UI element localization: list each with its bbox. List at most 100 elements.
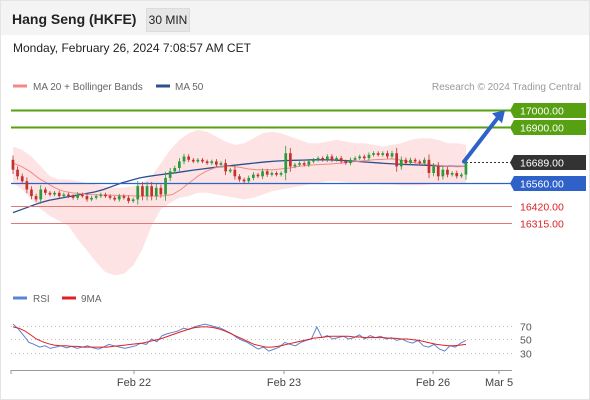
level-label-17000.00: 17000.00 <box>520 106 564 118</box>
candle-body <box>265 171 269 175</box>
candles-layer <box>11 145 468 205</box>
level-label-16689.00: 16689.00 <box>520 158 564 170</box>
level-label-16420.00: 16420.00 <box>520 202 564 214</box>
candle-body <box>418 161 422 164</box>
candle-body <box>358 156 361 159</box>
candle-body <box>81 194 84 197</box>
x-label-Feb-26: Feb 26 <box>416 377 450 389</box>
candle-body <box>362 156 366 159</box>
candle-body <box>390 153 394 157</box>
candle-body <box>284 153 288 173</box>
candle-body <box>455 173 459 177</box>
credit-label: Research © 2024 Trading Central <box>432 82 581 93</box>
candle-body <box>187 156 190 160</box>
candle-body <box>423 159 426 164</box>
interval-button[interactable]: 30 MIN <box>146 8 190 32</box>
x-label-Feb-23: Feb 23 <box>267 377 301 389</box>
candle-body <box>344 161 348 164</box>
candle-body <box>381 153 385 155</box>
candle-body <box>279 173 283 175</box>
rsi-tick-50: 50 <box>520 335 532 347</box>
candle-body <box>275 173 278 175</box>
candle-body <box>173 168 177 172</box>
candle-body <box>233 169 237 177</box>
candle-body <box>117 196 121 200</box>
candle-body <box>62 194 66 197</box>
candle-body <box>136 186 140 200</box>
price-labels-layer: 17000.00 16900.00 16689.00 16560.00 16420.00… <box>510 103 586 231</box>
level-label-16560.00: 16560.00 <box>520 179 564 191</box>
candle-body <box>122 196 126 198</box>
candle-body <box>247 177 251 182</box>
x-label-Feb-22: Feb 22 <box>117 377 151 389</box>
level-label-pointer-16689.00 <box>510 155 514 170</box>
instrument-title: Hang Seng (HKFE) <box>12 11 137 27</box>
level-label-pointer-16560.00 <box>510 176 514 191</box>
ma50-legend-label: MA 50 <box>175 82 204 93</box>
rsi-tick-30: 30 <box>520 349 532 361</box>
candle-body <box>242 179 246 182</box>
level-label-box-17000.00 <box>514 103 586 118</box>
level-label-pointer-16900.00 <box>510 120 514 135</box>
candle-body <box>219 163 223 165</box>
candle-body <box>71 196 75 198</box>
forecast-arrow-head <box>492 110 505 124</box>
candle-body <box>293 164 297 167</box>
rsi-ma-line <box>12 326 467 348</box>
x-label-Mar-5: Mar 5 <box>485 377 513 389</box>
candle-body <box>164 177 167 195</box>
candle-body <box>113 197 116 200</box>
candle-body <box>404 159 408 164</box>
candle-body <box>104 194 107 197</box>
candle-body <box>270 173 274 175</box>
candle-body <box>349 159 352 164</box>
candle-body <box>30 189 33 197</box>
candle-body <box>224 163 227 172</box>
rsi-tick-70: 70 <box>520 322 532 334</box>
candle-body <box>131 199 135 202</box>
level-label-16315.00: 16315.00 <box>520 219 564 231</box>
candle-body <box>302 163 306 165</box>
candle-body <box>409 159 412 164</box>
candle-body <box>85 196 89 200</box>
candle-body <box>436 166 440 177</box>
candle-body <box>460 174 463 177</box>
candle-body <box>432 166 435 173</box>
candle-body <box>376 153 380 155</box>
candle-body <box>210 161 214 164</box>
rsi-legend-swatch <box>13 296 27 300</box>
candle-body <box>178 161 181 168</box>
candle-body <box>108 196 112 198</box>
candle-body <box>307 161 311 165</box>
candle-body <box>215 161 218 165</box>
candle-body <box>386 153 389 157</box>
candle-body <box>205 161 209 164</box>
ma20-line <box>12 158 467 197</box>
moving-average-layer <box>12 158 467 214</box>
candle-body <box>168 171 172 178</box>
candle-body <box>141 186 144 197</box>
candle-body <box>39 189 43 200</box>
chart-datetime: Monday, February 26, 2024 7:08:57 AM CET <box>13 41 251 55</box>
candle-body <box>399 159 403 167</box>
candle-body <box>145 186 149 197</box>
candle-body <box>289 153 292 167</box>
level-label-box-16689.00 <box>514 155 586 170</box>
candle-body <box>154 187 158 197</box>
candle-body <box>413 159 417 162</box>
bollinger-layer <box>13 130 466 276</box>
ma20-legend-label: MA 20 + Bollinger Bands <box>33 82 143 93</box>
candle-body <box>94 196 98 198</box>
candle-body <box>372 153 375 155</box>
level-label-box-16560.00 <box>514 176 586 191</box>
candle-body <box>256 174 260 177</box>
candle-body <box>67 194 70 197</box>
rsi-ma-legend-label: 9MA <box>81 294 102 305</box>
level-lines-layer <box>11 109 512 224</box>
candle-body <box>127 197 130 202</box>
candle-body <box>353 158 357 160</box>
candle-body <box>335 158 338 160</box>
rsi-ma-legend-swatch <box>62 296 76 300</box>
candle-body <box>326 156 329 160</box>
